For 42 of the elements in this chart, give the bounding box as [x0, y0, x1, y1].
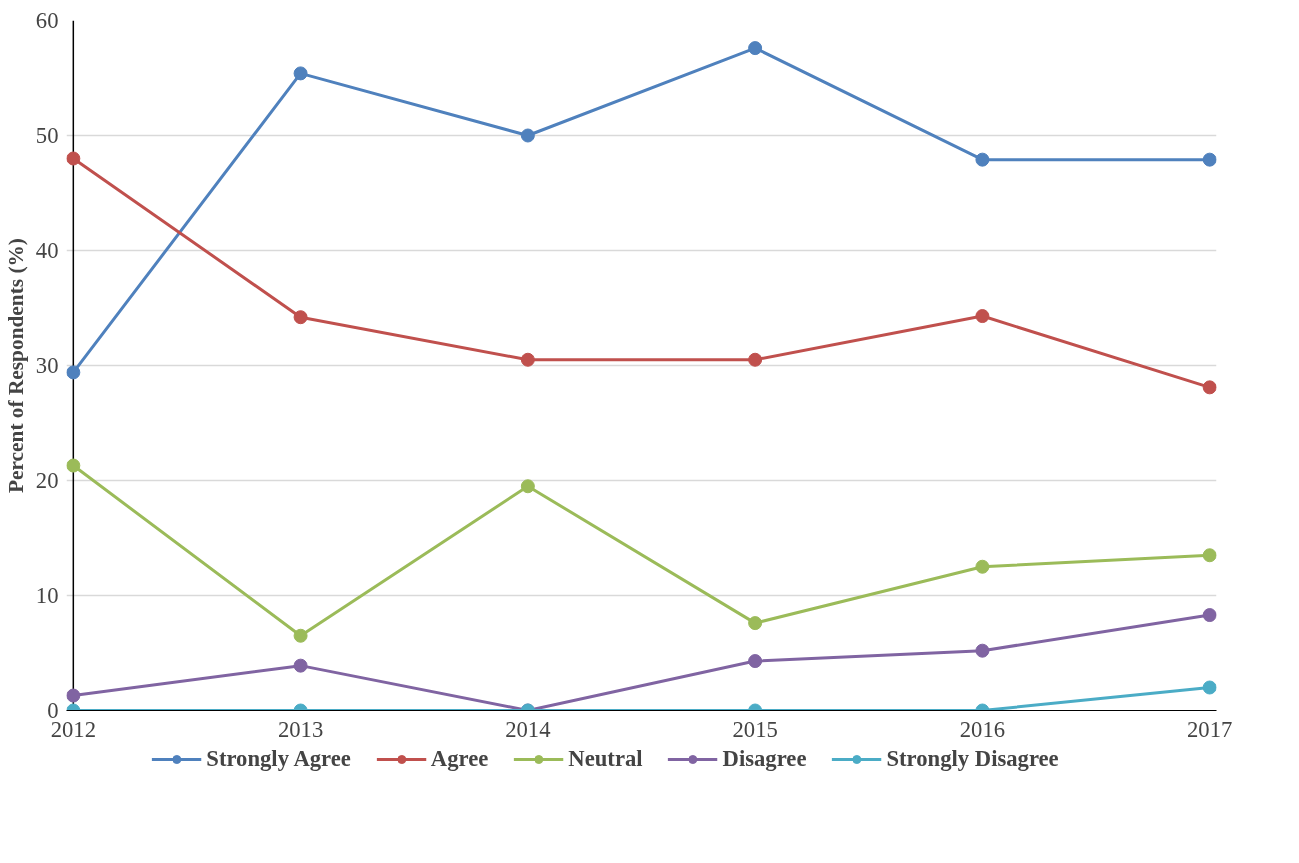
point — [520, 128, 535, 143]
point — [748, 654, 763, 669]
y-tick-label: 60 — [35, 8, 59, 33]
x-tick-label: 2017 — [1187, 716, 1233, 742]
point — [975, 559, 990, 574]
point — [1202, 152, 1217, 167]
point — [1202, 548, 1217, 563]
y-tick-label: 50 — [35, 123, 59, 148]
y-tick-label: 0 — [47, 698, 59, 723]
point — [293, 628, 308, 643]
legend-label: Agree — [430, 746, 489, 772]
x-tick-label: 2015 — [732, 716, 778, 742]
y-tick-label: 40 — [35, 238, 59, 263]
point — [293, 310, 308, 325]
point — [748, 352, 763, 367]
y-tick-label: 30 — [35, 353, 59, 378]
x-tick-label: 2016 — [959, 716, 1006, 742]
point — [293, 658, 308, 673]
point — [66, 151, 81, 166]
point — [1202, 680, 1217, 695]
point — [1202, 608, 1217, 623]
point — [1202, 380, 1217, 395]
y-tick-label: 10 — [35, 583, 59, 608]
point — [520, 352, 535, 367]
legend-label: Strongly Agree — [206, 746, 351, 772]
point — [66, 365, 81, 380]
point — [748, 41, 763, 56]
x-tick-label: 2014 — [505, 716, 551, 742]
point — [293, 66, 308, 81]
point — [975, 152, 990, 167]
point — [748, 616, 763, 631]
point — [66, 458, 81, 473]
y-tick-label: 20 — [35, 468, 59, 493]
point — [520, 479, 535, 494]
legend-label: Strongly Disagree — [886, 746, 1059, 772]
point — [66, 688, 81, 703]
legend-label: Disagree — [722, 746, 807, 772]
legend-label: Neutral — [568, 746, 643, 772]
point — [975, 643, 990, 658]
x-tick-label: 2013 — [277, 716, 324, 742]
y-axis-title: Percent of Respondents (%) — [3, 238, 28, 493]
point — [975, 309, 990, 324]
